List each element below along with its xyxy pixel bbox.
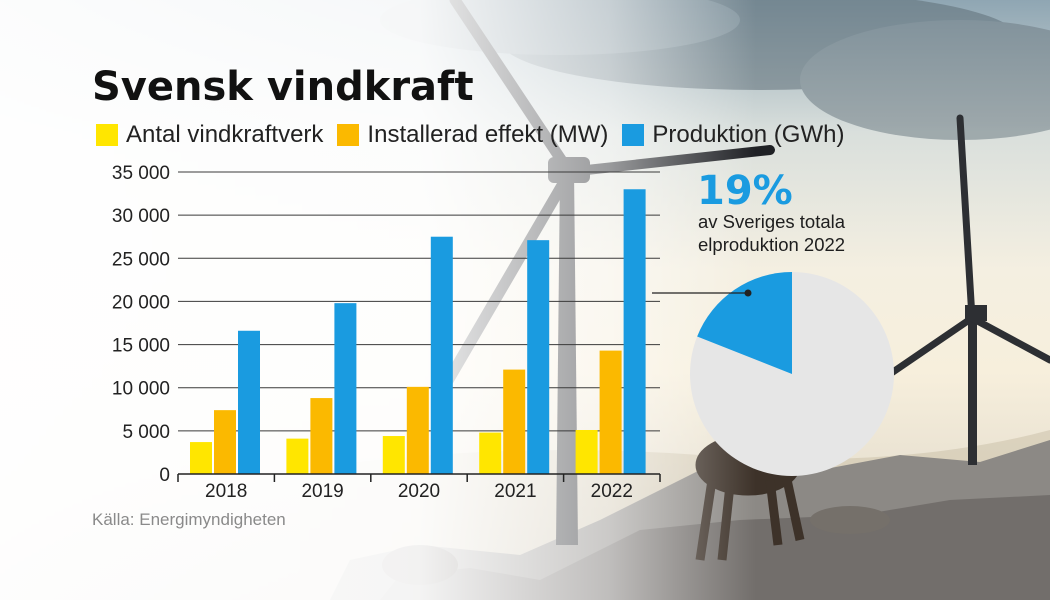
connector-dot — [744, 289, 752, 297]
legend-swatch-effekt — [337, 124, 360, 146]
bar-1 — [310, 398, 333, 474]
bar-0 — [190, 442, 212, 474]
bar-2 — [527, 240, 550, 474]
x-tick-label: 2022 — [591, 481, 633, 502]
bar-0 — [286, 438, 309, 474]
bar-0 — [382, 436, 405, 474]
legend-item-produktion: Produktion (GWh) — [622, 121, 844, 149]
y-tick-label: 0 — [159, 465, 170, 486]
x-tick-label: 2020 — [398, 481, 440, 502]
chart-title: Svensk vindkraft — [92, 64, 474, 110]
legend-swatch-antal — [96, 124, 118, 146]
legend: Antal vindkraftverk Installerad effekt (… — [96, 121, 858, 149]
pie-slice-vindkraft — [697, 272, 792, 374]
bar-2 — [334, 303, 357, 474]
bar-1 — [406, 386, 429, 474]
legend-label-effekt: Installerad effekt (MW) — [367, 121, 609, 148]
bar-2 — [623, 189, 646, 474]
bar-1 — [214, 410, 236, 474]
y-tick-label: 20 000 — [112, 292, 170, 313]
legend-item-antal: Antal vindkraftverk — [96, 121, 323, 149]
y-tick-label: 30 000 — [112, 206, 170, 227]
bar-2 — [238, 330, 260, 474]
y-tick-label: 5 000 — [122, 422, 170, 443]
bar-1 — [503, 369, 526, 474]
source-note: Källa: Energimyndigheten — [92, 510, 286, 529]
legend-label-produktion: Produktion (GWh) — [652, 121, 845, 148]
share-percentage: 19% — [697, 168, 793, 214]
legend-item-effekt: Installerad effekt (MW) — [337, 121, 608, 149]
bar-1 — [599, 350, 622, 474]
share-description: av Sveriges totala elproduktion 2022 — [698, 211, 846, 255]
y-tick-label: 25 000 — [112, 249, 170, 270]
bar-0 — [479, 432, 502, 474]
x-tick-label: 2019 — [301, 481, 343, 502]
legend-swatch-produktion — [622, 124, 645, 146]
bar-2 — [430, 236, 453, 474]
x-tick-label: 2018 — [205, 481, 247, 502]
y-tick-label: 15 000 — [112, 336, 170, 357]
y-tick-label: 35 000 — [112, 163, 170, 184]
y-tick-label: 10 000 — [112, 379, 170, 400]
x-tick-label: 2021 — [494, 481, 536, 502]
legend-label-antal: Antal vindkraftverk — [126, 121, 324, 148]
bar-0 — [575, 429, 598, 474]
